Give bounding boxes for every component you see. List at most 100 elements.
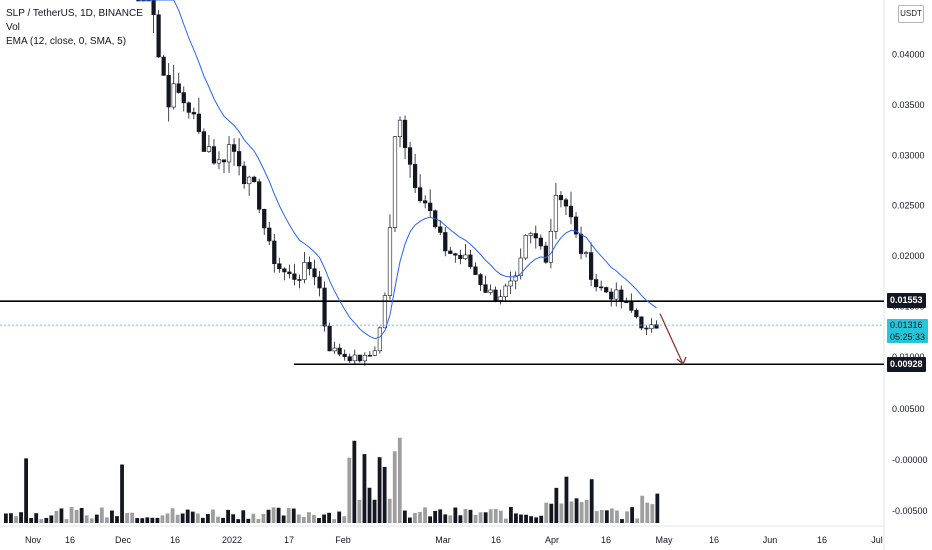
volume-bar: [271, 507, 276, 523]
candle-body: [518, 257, 523, 277]
x-tick-label: 2022: [222, 535, 242, 545]
x-tick-label: Jul: [871, 535, 883, 545]
candle-body: [639, 316, 644, 329]
volume-bar: [382, 466, 387, 523]
candle-body: [257, 181, 262, 210]
volume-bar: [574, 498, 579, 523]
volume-bar: [584, 499, 589, 523]
currency-unit-label[interactable]: USDT: [898, 5, 924, 23]
candle-body: [609, 291, 614, 300]
time-axis[interactable]: Nov 16 Dec 16 2022 17 Feb Mar 16 Apr 16 May 16 Jun 16 J…: [25, 535, 883, 545]
resistance-price-tag: 0.01553: [887, 293, 926, 308]
candle-body: [473, 266, 478, 275]
legend-vol[interactable]: Vol: [6, 22, 20, 33]
volume-bar: [39, 519, 44, 523]
volume-bar: [645, 502, 650, 523]
volume-bar: [145, 517, 150, 523]
volume-bar: [301, 517, 306, 523]
volume-bar: [291, 508, 296, 523]
x-tick-label: Feb: [335, 535, 351, 545]
volume-bar: [387, 498, 392, 523]
horizontal-levels[interactable]: [0, 300, 884, 366]
candles: [136, 0, 659, 366]
volume-bar: [4, 513, 8, 523]
current-price-tag: 0.01316 05:25:33: [887, 319, 929, 343]
candle-body: [161, 56, 166, 76]
candle-body: [206, 146, 212, 152]
volume-bar: [226, 509, 230, 523]
support-price-tag: 0.00928: [887, 357, 926, 372]
candle-body: [448, 250, 453, 254]
volume-bar: [120, 464, 124, 523]
x-tick-label: 16: [601, 535, 611, 545]
candle-body: [453, 253, 458, 256]
volume-bar: [165, 513, 170, 523]
candle-body: [397, 119, 403, 138]
volume-bar: [589, 479, 594, 523]
volume-bar: [135, 518, 140, 523]
candle-body: [538, 237, 543, 247]
candle-body: [262, 208, 267, 229]
ema-line: [138, 0, 657, 340]
candle-body: [267, 227, 272, 242]
candle-body: [412, 164, 418, 188]
projection-arrow[interactable]: [659, 313, 687, 366]
volume-bar: [195, 513, 200, 523]
candle-body: [252, 176, 257, 183]
volume-bar: [640, 495, 645, 523]
candle-body: [418, 187, 423, 201]
candle-body: [352, 354, 357, 362]
x-tick-label: Dec: [115, 535, 132, 545]
volume-bar: [155, 517, 160, 523]
price-axis[interactable]: 0.040000.035000.030000.025000.020000.015…: [892, 49, 928, 516]
candle-body: [357, 354, 362, 362]
volume-bar: [635, 518, 640, 523]
candle-body: [563, 199, 569, 207]
countdown-value: 05:25:33: [890, 332, 926, 342]
candle-body: [634, 310, 639, 318]
volume-bars: [4, 437, 660, 523]
candle-body: [277, 263, 282, 270]
candle-body: [468, 254, 473, 268]
volume-bar: [342, 516, 347, 523]
candle-body: [367, 354, 372, 357]
candle-body: [568, 205, 574, 218]
legend-ema[interactable]: EMA (12, close, 0, SMA, 5): [6, 36, 127, 47]
volume-bar: [579, 502, 584, 523]
candle-body: [287, 271, 292, 275]
volume-bar: [185, 509, 190, 523]
candle-body: [513, 275, 518, 282]
arrow-shaft: [659, 313, 684, 365]
volume-bar: [488, 509, 493, 523]
volume-bar: [569, 501, 574, 523]
volume-bar: [559, 503, 564, 523]
volume-bar: [19, 512, 23, 523]
volume-bar: [266, 509, 271, 523]
volume-bar: [312, 514, 316, 523]
volume-bar: [79, 507, 84, 523]
candle-body: [312, 268, 317, 278]
candle-body: [644, 327, 649, 330]
volume-bar: [64, 519, 69, 523]
ema-polyline: [138, 0, 657, 340]
volume-bar: [337, 511, 342, 523]
volume-bar: [322, 514, 326, 523]
candle-body: [498, 296, 503, 301]
volume-bar: [130, 512, 135, 523]
y-tick-label: 0.04000: [892, 49, 925, 59]
volume-bar: [478, 512, 483, 523]
candle-body: [629, 301, 634, 311]
volume-bar: [418, 512, 422, 523]
volume-bar: [29, 518, 34, 523]
volume-bar: [216, 516, 220, 523]
candle-body: [382, 295, 388, 329]
volume-bar: [89, 518, 94, 523]
volume-bar: [125, 513, 129, 523]
volume-bar: [599, 509, 604, 523]
volume-bar: [24, 458, 28, 523]
legend-symbol[interactable]: SLP / TetherUS, 1D, BINANCE: [6, 8, 143, 19]
candle-body: [297, 279, 302, 281]
volume-bar: [256, 518, 261, 523]
x-tick-label: Jun: [763, 535, 778, 545]
